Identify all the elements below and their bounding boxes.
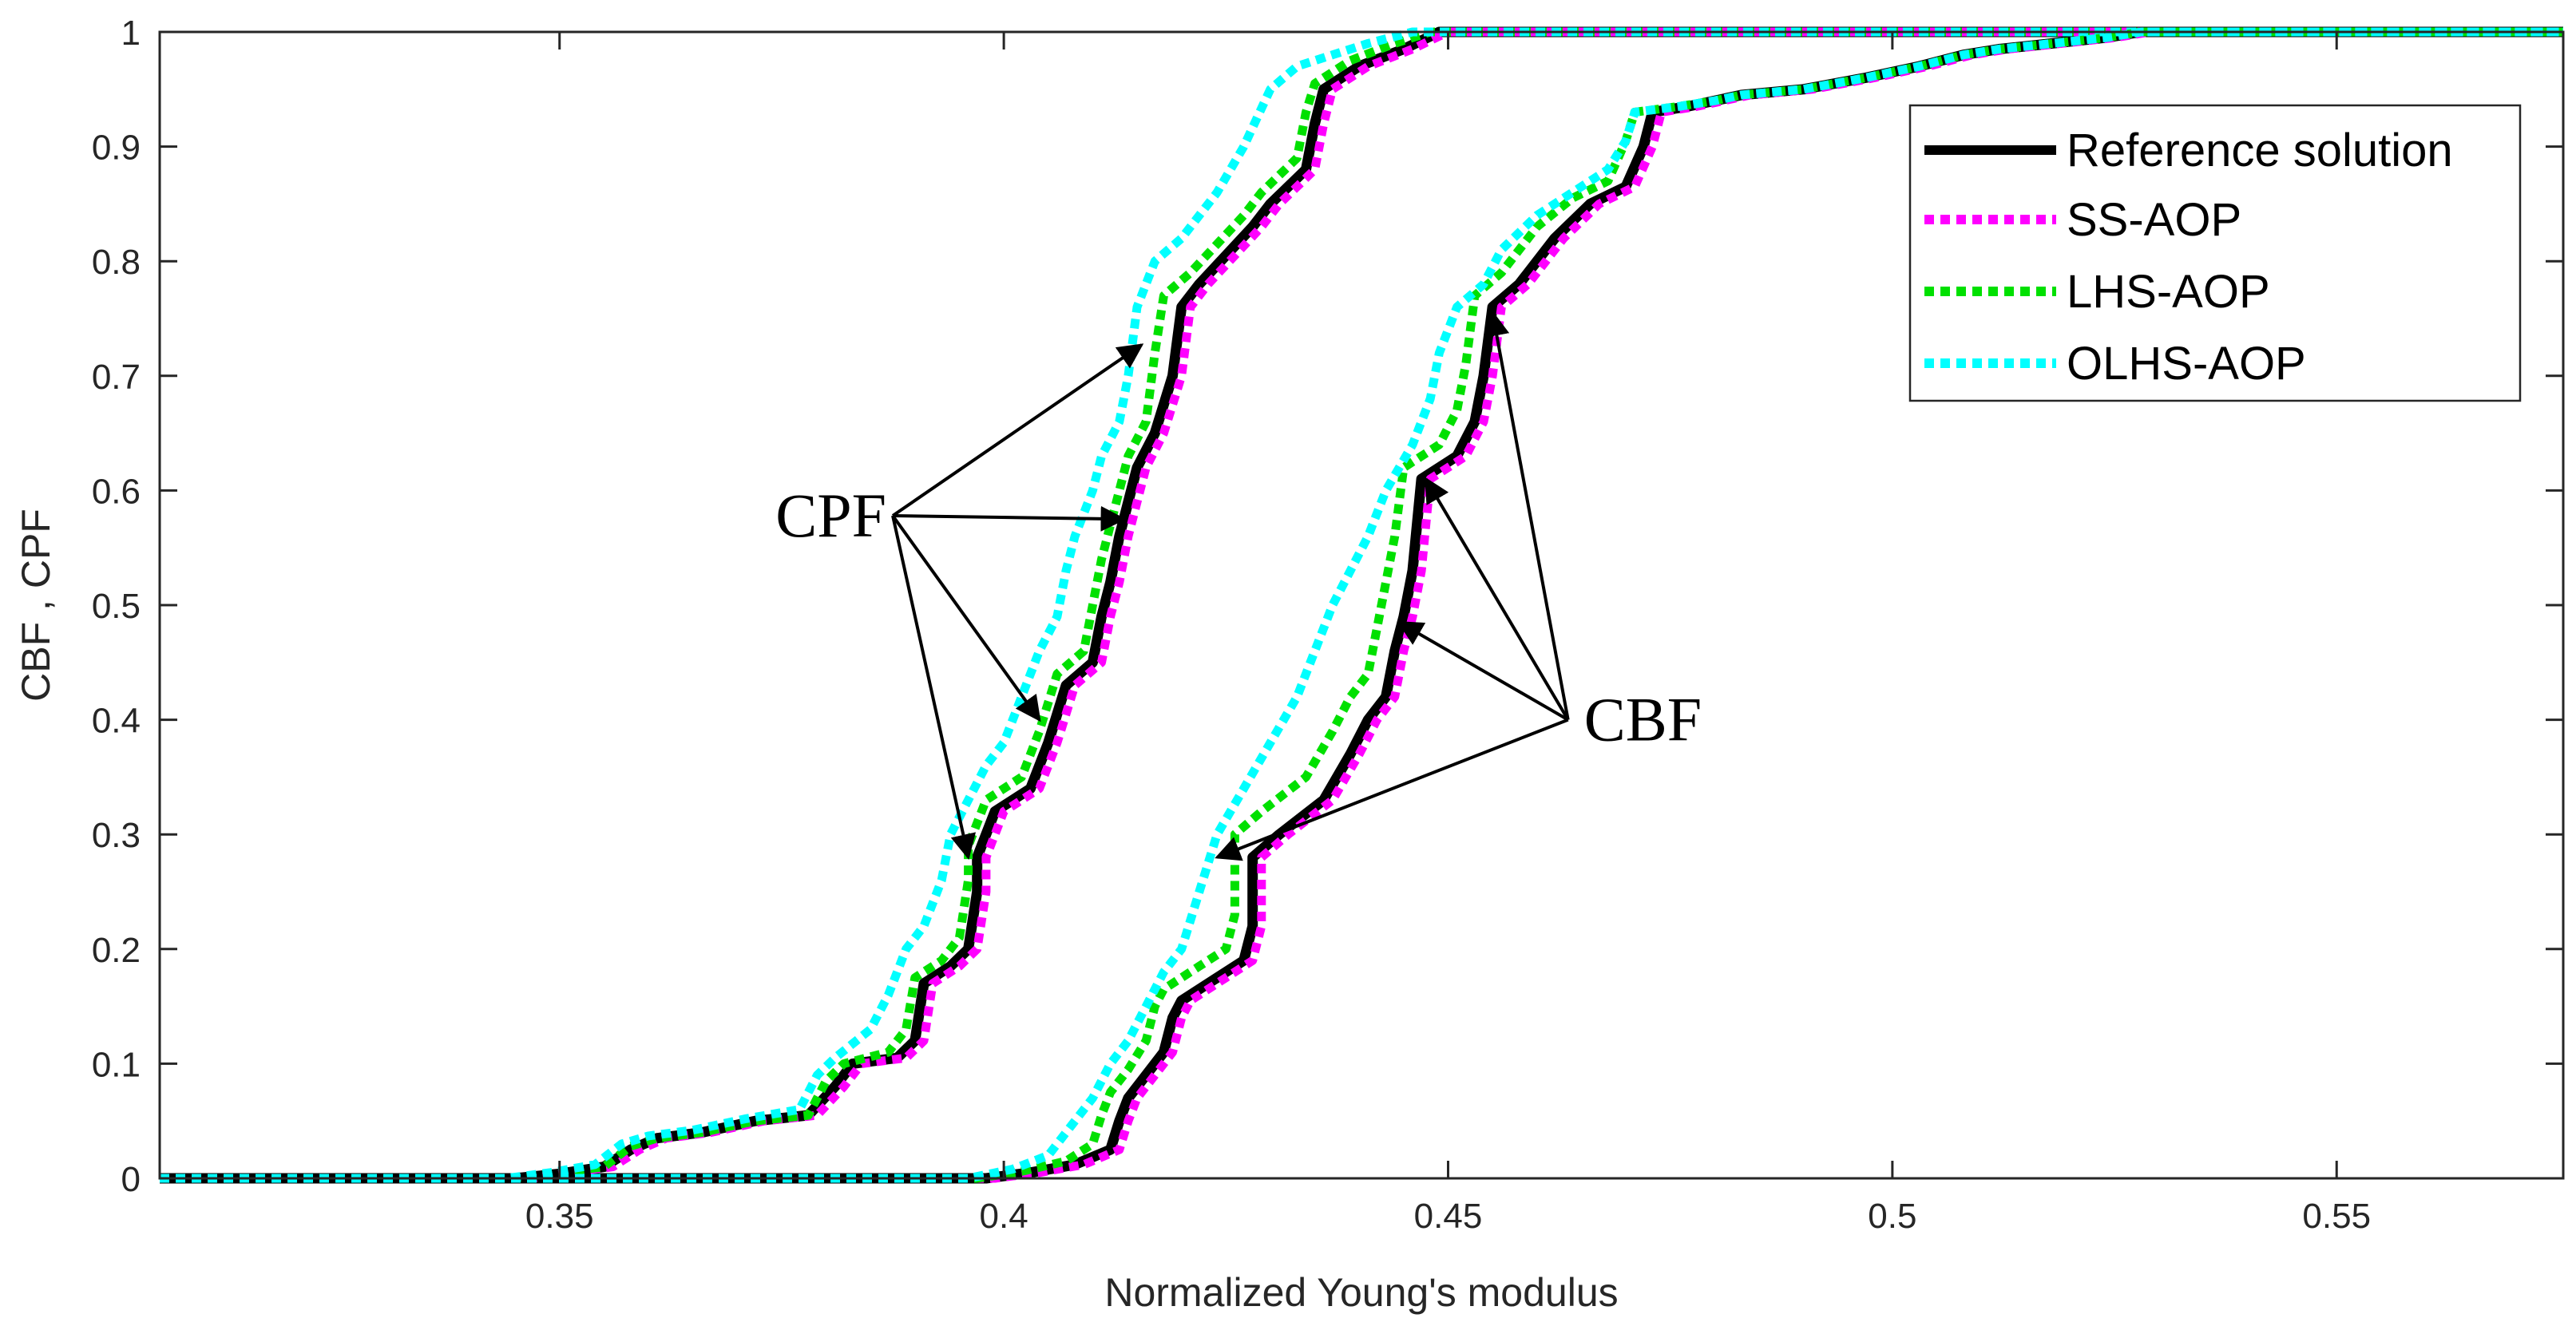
y-tick-label: 0.1	[92, 1045, 141, 1084]
x-tick-label: 0.4	[980, 1197, 1028, 1236]
y-tick-label: 0	[121, 1160, 141, 1199]
annotation-arrow-cbf	[1424, 477, 1570, 721]
annotation-label-cbf: CBF	[1584, 685, 1702, 754]
y-tick-label: 0.2	[92, 931, 141, 970]
y-tick-label: 0.6	[92, 472, 141, 511]
y-tick-label: 0.7	[92, 358, 141, 397]
annotation-arrow-cpf	[891, 515, 977, 861]
y-tick-label: 0.8	[92, 243, 141, 282]
legend-label-reference: Reference solution	[2067, 125, 2453, 176]
annotation-arrow-cbf	[1484, 310, 1570, 720]
y-tick-label: 1	[121, 14, 141, 53]
x-axis-label: Normalized Young's modulus	[1104, 1270, 1618, 1315]
y-tick-label: 0.3	[92, 816, 141, 855]
y-tick-label: 0.9	[92, 129, 141, 168]
x-tick-label: 0.45	[1414, 1197, 1483, 1236]
annotation-arrow-cbf	[1397, 620, 1569, 722]
series-line-cbf-lhs-aop	[160, 27, 2563, 1183]
series-line-cbf-olhs-aop	[160, 27, 2563, 1183]
y-axis-label: CBF , CPF	[14, 509, 58, 702]
annotation-arrow-cbf	[1215, 718, 1569, 861]
series-line-cpf-olhs-aop	[160, 27, 2563, 1183]
curves-layer	[160, 26, 2563, 1184]
series-line-cpf-reference-solution	[160, 26, 2563, 1184]
annotation-label-cpf: CPF	[775, 481, 886, 550]
legend-label-ss-aop: SS-AOP	[2067, 194, 2241, 246]
series-line-cbf-reference-solution	[160, 26, 2563, 1184]
legend-label-lhs-aop: LHS-AOP	[2067, 266, 2270, 318]
annotation-arrow-cpf	[892, 505, 1127, 532]
annotation-arrow-cpf	[891, 343, 1144, 517]
y-tick-label: 0.4	[92, 702, 141, 741]
legend-label-olhs-aop: OLHS-AOP	[2067, 338, 2306, 390]
x-tick-label: 0.55	[2302, 1197, 2371, 1236]
x-tick-label: 0.35	[525, 1197, 594, 1236]
annotations-layer: CPF CBF	[775, 310, 1702, 861]
x-tick-label: 0.5	[1868, 1197, 1916, 1236]
series-line-cpf-lhs-aop	[160, 27, 2563, 1183]
y-tick-label: 0.5	[92, 587, 141, 626]
annotation-arrow-cpf	[891, 514, 1041, 722]
axes-layer: 0.35 0.4 0.45 0.5 0.55 0 0.1 0.2 0.3 0.4 0.5 0.6 0.7…	[92, 14, 2563, 1236]
legend: Reference solution SS-AOP LHS-AOP OLHS-A…	[1908, 104, 2522, 402]
